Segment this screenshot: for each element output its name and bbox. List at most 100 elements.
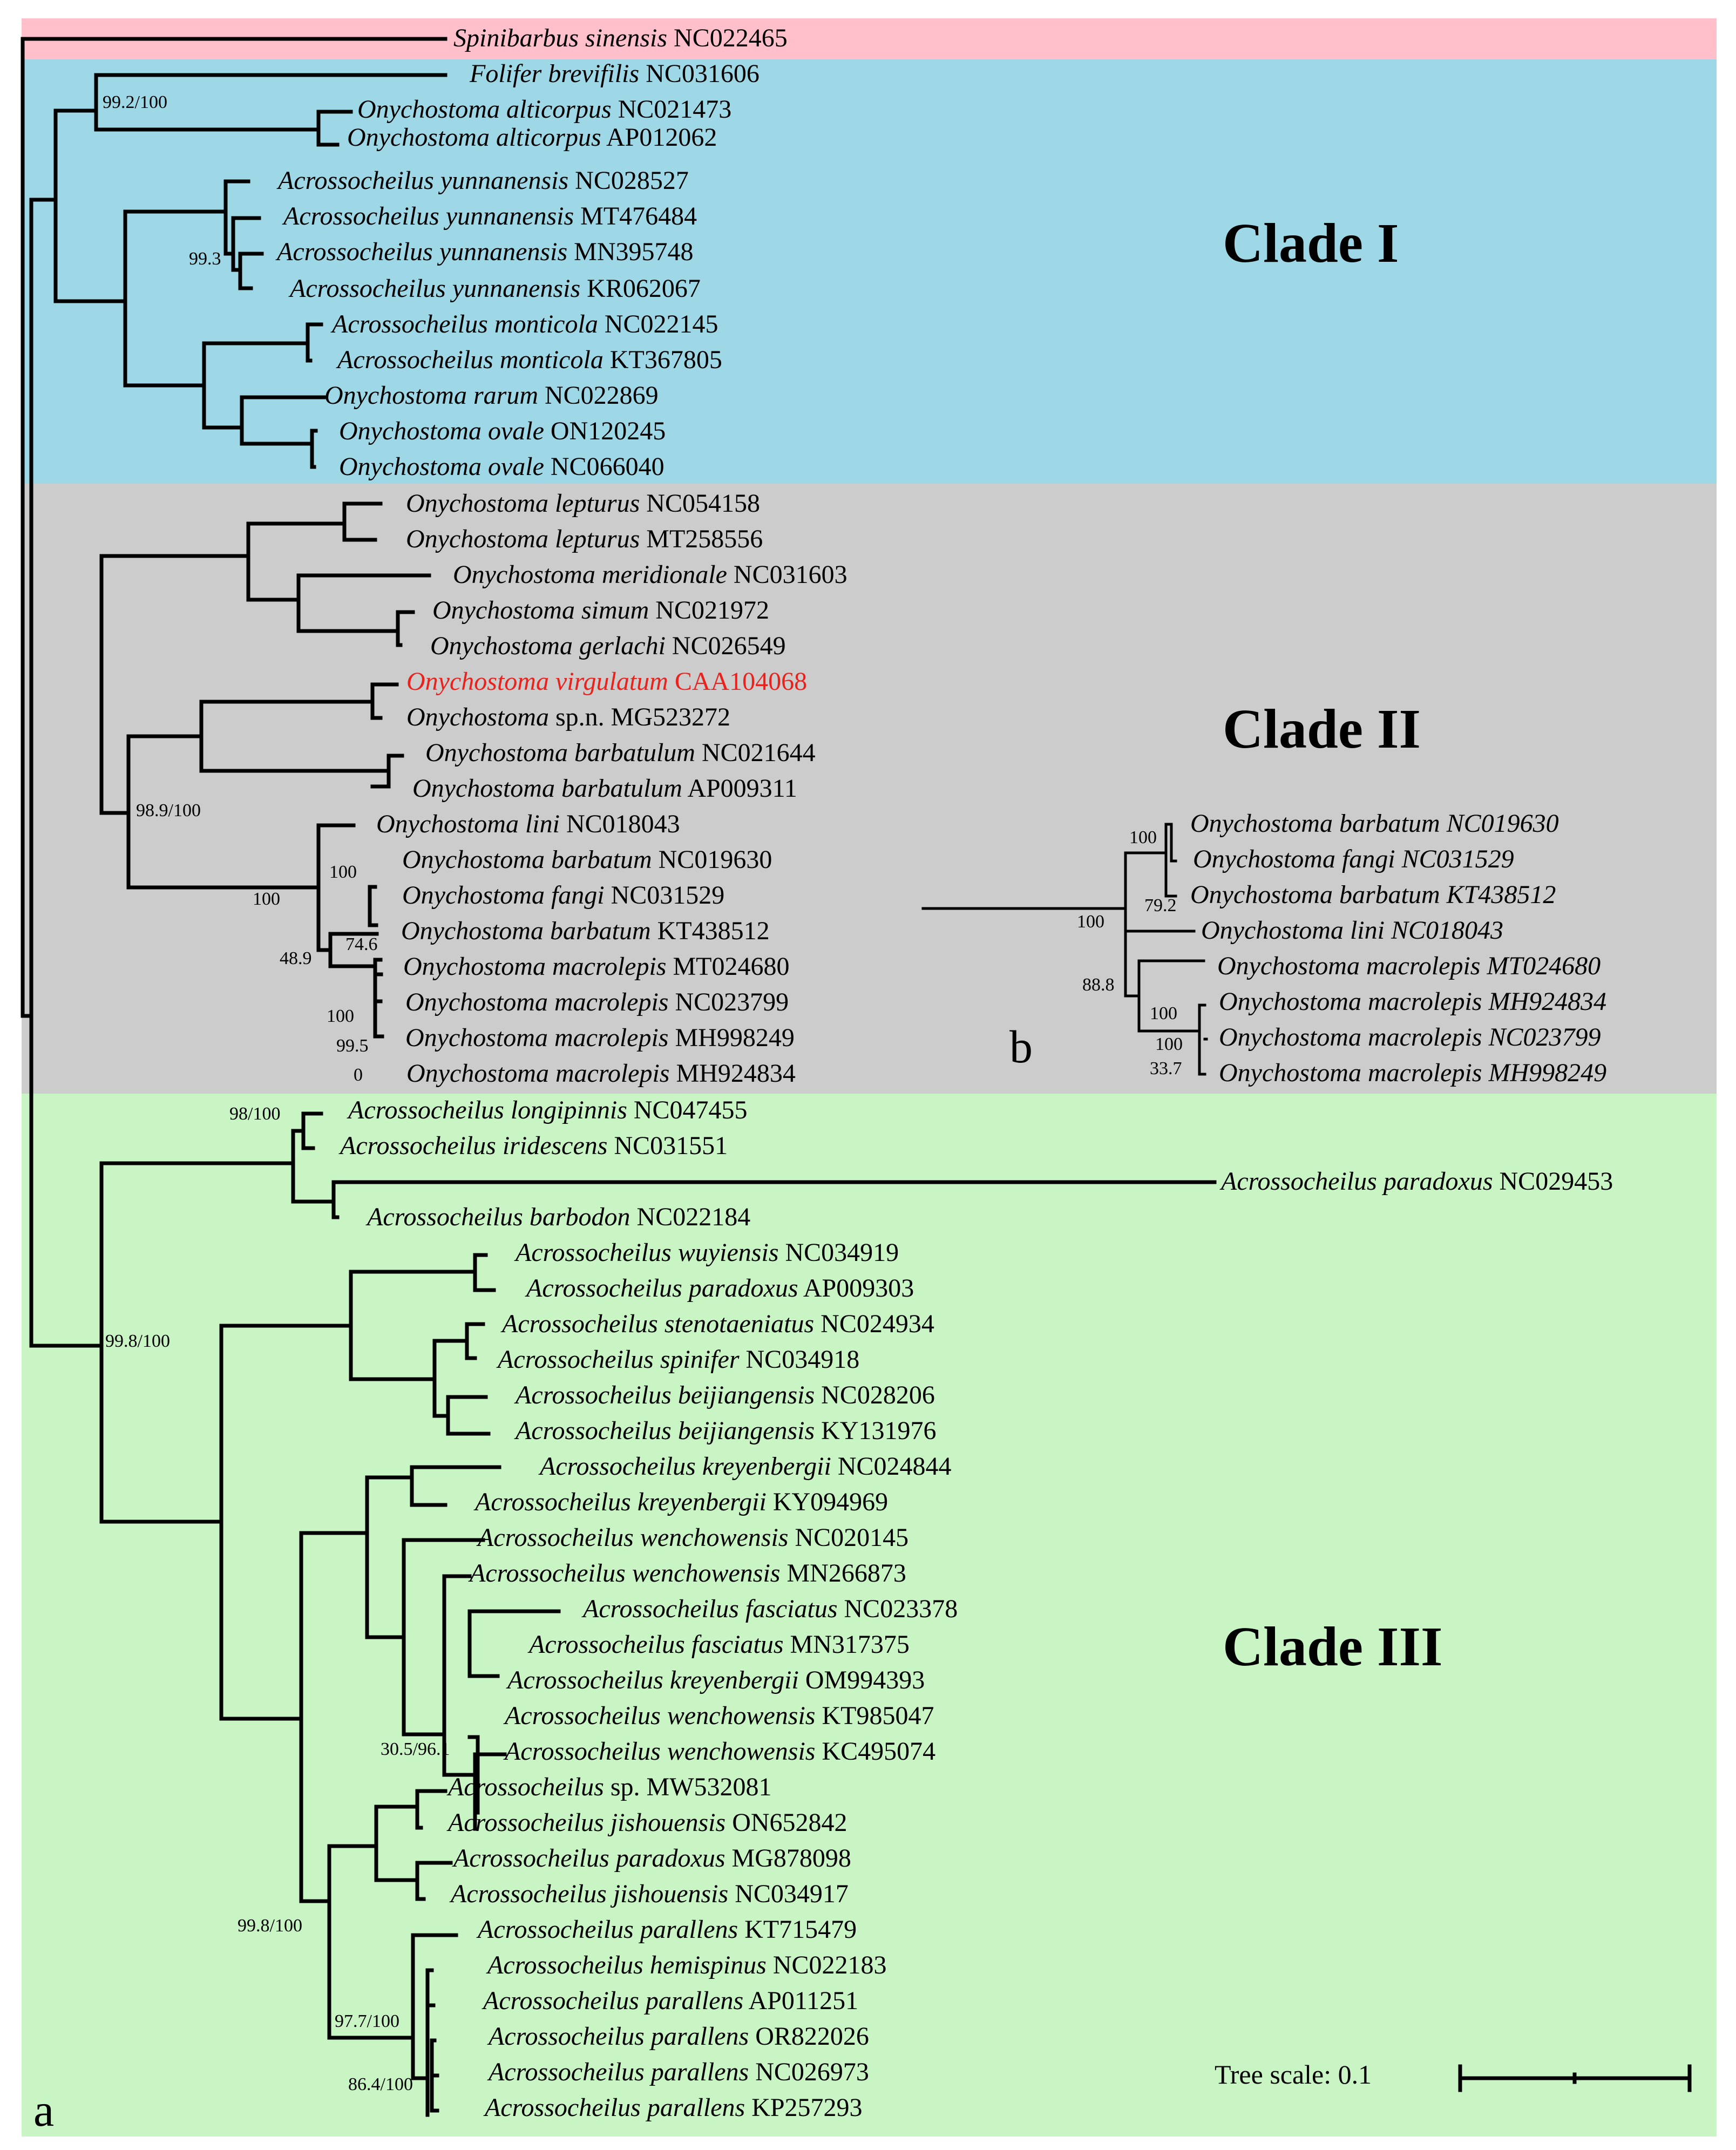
taxon-accession: NC018043 <box>1385 916 1503 945</box>
taxon-species: Acrossocheilus wenchowensis <box>476 1523 788 1552</box>
taxon-accession: NC026549 <box>666 632 786 660</box>
inset-taxon-label: Onychostoma barbatum NC019630 <box>1190 809 1559 838</box>
taxon-accession: KT715479 <box>738 1915 857 1944</box>
taxon-label: Acrossocheilus barbodon NC022184 <box>365 1203 750 1231</box>
taxon-accession: NC047455 <box>627 1096 748 1124</box>
taxon-label: Onychostoma virgulatum CAA104068 <box>406 667 807 696</box>
taxon-accession: KT438512 <box>1440 880 1556 909</box>
taxon-species: Acrossocheilus stenotaeniatus <box>500 1310 814 1338</box>
taxon-accession: MT258556 <box>640 525 763 553</box>
taxon-accession: MG878098 <box>725 1844 851 1873</box>
taxon-label: Acrossocheilus spinifer NC034918 <box>496 1345 859 1374</box>
taxon-accession: NC031603 <box>727 560 847 589</box>
taxon-species: Onychostoma macrolepis <box>405 988 668 1016</box>
support-value: 30.5/96.1 <box>381 1739 450 1759</box>
taxon-label: Onychostoma alticorpus AP012062 <box>347 123 717 152</box>
taxon-label: Acrossocheilus iridescens NC031551 <box>338 1131 728 1160</box>
support-value: 98/100 <box>229 1104 280 1124</box>
clade-ii-label: Clade II <box>1223 698 1421 760</box>
inset-taxon-label: Onychostoma lini NC018043 <box>1201 916 1503 945</box>
taxon-label: Acrossocheilus fasciatus NC023378 <box>581 1595 958 1623</box>
taxon-species: Acrossocheilus yunnanensis <box>288 274 580 303</box>
taxon-accession: MN395748 <box>567 238 693 266</box>
taxon-species: Onychostoma <box>406 703 549 731</box>
taxon-label: Acrossocheilus parallens AP011251 <box>482 1986 858 2015</box>
taxon-species: Onychostoma barbatulum <box>425 738 695 767</box>
clade-iii-label: Clade III <box>1223 1616 1442 1678</box>
taxon-label: Onychostoma macrolepis MH924834 <box>406 1059 796 1088</box>
taxon-label: Onychostoma fangi NC031529 <box>402 881 724 910</box>
taxon-species: Onychostoma virgulatum <box>406 667 668 696</box>
taxon-accession: NC021972 <box>649 596 769 625</box>
taxon-accession: NC018043 <box>560 810 680 838</box>
taxon-label: Acrossocheilus yunnanensis MT476484 <box>282 202 697 230</box>
taxon-accession: NC019630 <box>1440 809 1559 838</box>
inset-support-value: 100 <box>1129 828 1157 847</box>
taxon-species: Acrossocheilus wenchowensis <box>503 1737 815 1766</box>
taxon-accession: NC031606 <box>639 59 760 88</box>
taxon-accession: NC066040 <box>544 452 664 481</box>
taxon-accession: NC023799 <box>668 988 789 1016</box>
support-value: 99.2/100 <box>103 92 167 112</box>
taxon-label: Onychostoma barbatulum AP009311 <box>412 774 797 803</box>
taxon-label: Acrossocheilus kreyenbergii OM994393 <box>506 1666 925 1694</box>
taxon-label: Acrossocheilus yunnanensis MN395748 <box>275 238 694 266</box>
taxon-label: Acrossocheilus paradoxus AP009303 <box>525 1274 914 1303</box>
taxon-label: Onychostoma sp.n. MG523272 <box>406 703 730 731</box>
taxon-accession: NC023799 <box>1482 1023 1601 1052</box>
taxon-label: Acrossocheilus beijiangensis KY131976 <box>514 1416 936 1445</box>
taxon-species: Acrossocheilus paradoxus <box>452 1844 725 1873</box>
taxon-species: Onychostoma fangi <box>1193 845 1395 873</box>
taxon-rank: sp.n. <box>549 703 605 731</box>
taxon-species: Onychostoma macrolepis <box>406 1059 669 1088</box>
taxon-label: Acrossocheilus yunnanensis KR062067 <box>288 274 701 303</box>
inset-taxon-label: Onychostoma fangi NC031529 <box>1193 845 1514 873</box>
taxon-species: Acrossocheilus paradoxus <box>1219 1167 1493 1196</box>
taxon-species: Onychostoma barbatum <box>401 917 651 945</box>
taxon-accession: NC022145 <box>598 310 718 338</box>
support-value: 100 <box>327 1006 354 1026</box>
taxon-accession: MT024680 <box>666 952 789 981</box>
taxon-label: Onychostoma lepturus NC054158 <box>406 489 760 518</box>
taxon-label: Acrossocheilus wenchowensis MN266873 <box>468 1559 906 1588</box>
support-value: 99.5 <box>336 1036 369 1056</box>
taxon-species: Acrossocheilus wenchowensis <box>468 1559 780 1588</box>
taxon-accession: NC021644 <box>695 738 816 767</box>
taxon-species: Acrossocheilus paradoxus <box>525 1274 798 1303</box>
taxon-label: Acrossocheilus wenchowensis KC495074 <box>503 1737 935 1766</box>
taxon-accession: NC024934 <box>814 1310 934 1338</box>
clade-i-label: Clade I <box>1223 212 1399 274</box>
taxon-species: Acrossocheilus beijiangensis <box>514 1381 815 1409</box>
taxon-species: Acrossocheilus fasciatus <box>527 1630 784 1659</box>
taxon-species: Acrossocheilus kreyenbergii <box>473 1488 767 1516</box>
taxon-label: Onychostoma ovale ON120245 <box>339 417 666 445</box>
taxon-species: Onychostoma lepturus <box>406 489 640 518</box>
taxon-species: Onychostoma barbatum <box>1190 880 1440 909</box>
taxon-species: Onychostoma barbatulum <box>412 774 682 803</box>
clade-i-band <box>22 59 1717 484</box>
taxon-accession: NC019630 <box>652 845 772 874</box>
taxon-species: Onychostoma macrolepis <box>1219 987 1482 1016</box>
taxon-species: Onychostoma barbatum <box>1190 809 1440 838</box>
taxon-accession: AP011251 <box>743 1986 858 2015</box>
taxon-accession: MW532081 <box>640 1773 772 1801</box>
taxon-accession: NC028527 <box>568 166 689 195</box>
taxon-label: Acrossocheilus wuyiensis NC034919 <box>514 1238 899 1267</box>
taxon-accession: KP257293 <box>745 2093 862 2122</box>
inset-support-value: 100 <box>1150 1003 1177 1023</box>
taxon-label: Onychostoma barbatum NC019630 <box>402 845 772 874</box>
taxon-accession: AP012062 <box>601 123 717 152</box>
inset-taxon-label: Onychostoma macrolepis MH998249 <box>1219 1059 1606 1087</box>
taxon-species: Acrossocheilus fasciatus <box>581 1595 838 1623</box>
taxon-label: Acrossocheilus jishouensis ON652842 <box>446 1808 847 1837</box>
inset-support-value: 100 <box>1077 912 1104 932</box>
taxon-accession: NC022869 <box>538 381 659 410</box>
support-value: 100 <box>253 889 280 909</box>
tree-scale-label: Tree scale: 0.1 <box>1215 2059 1372 2090</box>
tree-branches <box>21 37 1217 2117</box>
taxon-label: Onychostoma meridionale NC031603 <box>453 560 847 589</box>
taxon-accession: NC024844 <box>831 1452 952 1481</box>
taxon-label: Acrossocheilus parallens OR822026 <box>487 2022 869 2051</box>
taxon-label: Onychostoma barbatulum NC021644 <box>425 738 816 767</box>
taxon-accession: KT438512 <box>651 917 770 945</box>
